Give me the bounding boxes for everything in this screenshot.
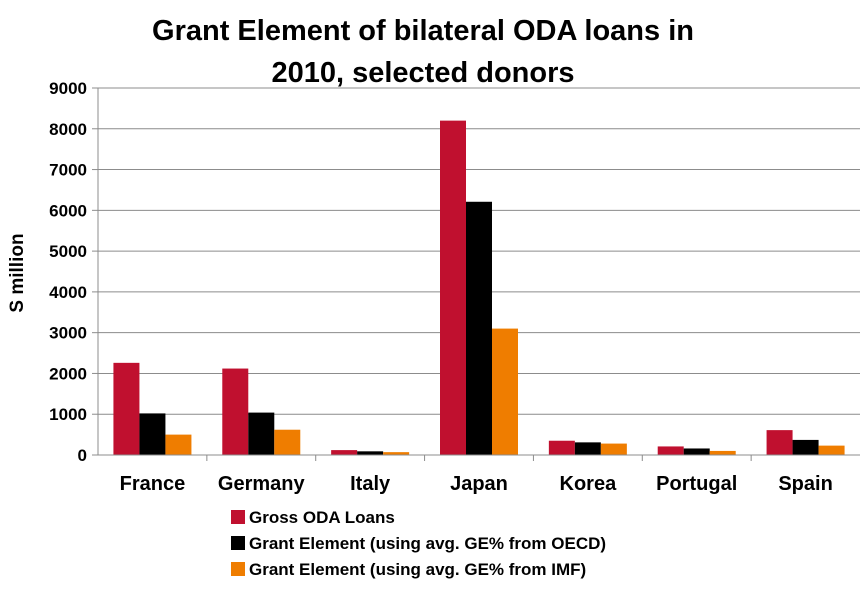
bar-spain-series-2 [792, 439, 819, 455]
x-category-label: Korea [560, 473, 618, 495]
y-tick-label: 2000 [49, 364, 87, 383]
axes [97, 88, 860, 461]
bar-germany-series-1 [222, 368, 249, 455]
legend-swatch [231, 562, 245, 576]
bar-korea-series-3 [600, 443, 627, 455]
x-category-label: Italy [350, 473, 391, 495]
chart-title-line-1: Grant Element of bilateral ODA loans in [152, 15, 694, 47]
bar-portugal-series-1 [657, 446, 684, 455]
bar-italy-series-3 [383, 452, 410, 455]
bar-france-series-1 [113, 362, 140, 455]
y-tick-label: 1000 [49, 405, 87, 424]
legend-swatch [231, 510, 245, 524]
y-tick-label: 0 [78, 446, 87, 465]
bar-japan-series-3 [492, 328, 518, 455]
bar-portugal-series-2 [683, 448, 710, 455]
bar-portugal-series-3 [709, 450, 736, 455]
x-category-label: France [120, 473, 186, 495]
y-tick-label: 5000 [49, 242, 87, 261]
bar-korea-series-1 [548, 440, 575, 455]
bar-spain-series-1 [766, 430, 793, 455]
y-tick-label: 7000 [49, 161, 87, 180]
x-category-label: Portugal [656, 473, 737, 495]
y-tick-label: 6000 [49, 201, 87, 220]
y-tick-label: 8000 [49, 120, 87, 139]
x-category-label: Germany [218, 473, 306, 495]
y-axis-label: S million [7, 233, 28, 312]
bar-france-series-3 [165, 434, 192, 455]
legend: Gross ODA Loans Grant Element (using avg.… [231, 508, 606, 579]
x-category-labels: France Germany Italy Japan Korea Portugal Spai… [120, 473, 833, 495]
bars [113, 120, 845, 455]
bar-spain-series-3 [818, 445, 845, 455]
legend-swatch [231, 536, 245, 550]
bar-japan-series-1 [440, 120, 466, 455]
legend-label: Gross ODA Loans [249, 508, 395, 527]
bar-germany-series-3 [274, 429, 301, 455]
chart-title-line-2: 2010, selected donors [271, 57, 574, 89]
y-tick-label: 9000 [49, 79, 87, 98]
bar-france-series-2 [139, 413, 166, 455]
y-tick-labels: 0 1000 2000 3000 4000 5000 6000 7000 8000 9000 [49, 79, 98, 465]
y-tick-label: 3000 [49, 324, 87, 343]
x-category-label: Spain [778, 473, 832, 495]
y-tick-label: 4000 [49, 283, 87, 302]
x-category-label: Japan [450, 473, 508, 495]
bar-germany-series-2 [248, 412, 275, 455]
bar-italy-series-2 [357, 451, 384, 455]
legend-label: Grant Element (using avg. GE% from IMF) [249, 560, 586, 579]
legend-label: Grant Element (using avg. GE% from OECD) [249, 534, 606, 553]
bar-japan-series-2 [466, 201, 492, 455]
bar-italy-series-1 [331, 450, 358, 455]
bar-korea-series-2 [574, 442, 601, 455]
